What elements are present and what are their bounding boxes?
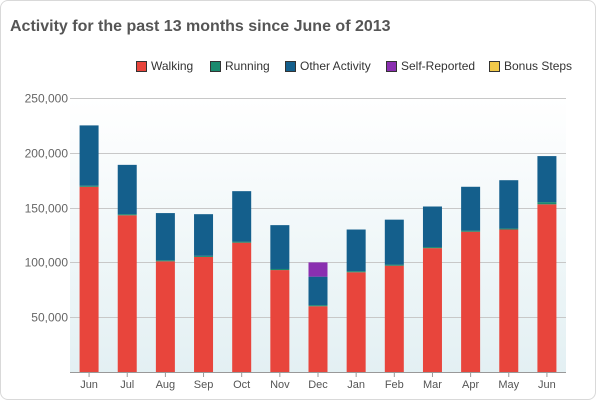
legend-item-bonus-steps[interactable]: Bonus Steps: [489, 57, 572, 75]
bar-segment-walking[interactable]: [384, 265, 404, 372]
legend-label-running: Running: [225, 59, 270, 73]
bar-segment-walking[interactable]: [117, 215, 137, 372]
legend-item-walking[interactable]: Walking: [136, 57, 193, 75]
x-tick-label: Oct: [233, 379, 250, 391]
x-tick-label: Sep: [194, 379, 214, 391]
bar-segment-running[interactable]: [79, 185, 99, 187]
bar-segment-walking[interactable]: [499, 229, 519, 372]
bar-segment-walking[interactable]: [537, 204, 557, 372]
legend-swatch-bonus-steps: [489, 60, 500, 72]
bars: [79, 125, 557, 372]
y-tick-label: 200,000: [25, 147, 69, 161]
x-tick-label: Aug: [156, 379, 176, 391]
y-axis: 50,000 100,000 150,000 200,000 250,000: [25, 92, 69, 325]
legend-swatch-walking: [136, 60, 147, 72]
x-tick-label: Apr: [462, 379, 479, 391]
bar-segment-running[interactable]: [461, 230, 481, 232]
bar-segment-walking[interactable]: [79, 186, 99, 372]
bar-segment-walking[interactable]: [194, 256, 214, 372]
bar-segment-running[interactable]: [155, 260, 175, 262]
x-tick-label: Jan: [347, 379, 365, 391]
bar-segment-other-activity[interactable]: [79, 125, 99, 186]
x-tick-label: Jun: [80, 379, 98, 391]
bar-segment-running[interactable]: [537, 202, 557, 205]
bar-segment-running[interactable]: [346, 271, 366, 273]
bar-segment-walking[interactable]: [270, 270, 290, 372]
legend-item-running[interactable]: Running: [210, 57, 270, 75]
y-tick-label: 100,000: [25, 256, 69, 270]
bar-segment-running[interactable]: [384, 264, 404, 266]
y-tick-label: 50,000: [31, 311, 68, 325]
bar-segment-other-activity[interactable]: [194, 214, 214, 256]
legend-item-other-activity[interactable]: Other Activity: [285, 57, 371, 75]
x-tick-label: Jun: [538, 379, 556, 391]
legend-swatch-self-reported: [386, 60, 397, 72]
bar-segment-other-activity[interactable]: [499, 180, 519, 229]
bar-segment-running[interactable]: [232, 241, 252, 243]
x-tick-label: Nov: [270, 379, 290, 391]
legend-swatch-other-activity: [285, 60, 296, 72]
bar-segment-walking[interactable]: [422, 248, 442, 372]
legend-label-walking: Walking: [151, 59, 194, 73]
bar-segment-running[interactable]: [117, 214, 137, 216]
x-tick-label: May: [498, 379, 519, 391]
bar-segment-other-activity[interactable]: [117, 164, 137, 215]
bar-segment-other-activity[interactable]: [461, 186, 481, 231]
bar-segment-running[interactable]: [499, 228, 519, 230]
x-tick-label: Dec: [308, 379, 328, 391]
bar-segment-walking[interactable]: [461, 231, 481, 372]
bar-segment-other-activity[interactable]: [155, 213, 175, 261]
chart-legend: Walking Running Other Activity Self-Repo…: [1, 57, 595, 75]
legend-item-self-reported[interactable]: Self-Reported: [386, 57, 475, 75]
bar-segment-running[interactable]: [270, 268, 290, 271]
x-tick-label: Mar: [423, 379, 442, 391]
bar-segment-other-activity[interactable]: [308, 276, 328, 306]
x-tick-label: Feb: [385, 379, 404, 391]
legend-label-self-reported: Self-Reported: [401, 59, 476, 73]
bar-segment-walking[interactable]: [232, 242, 252, 372]
chart-title: Activity for the past 13 months since Ju…: [10, 18, 391, 35]
bar-segment-other-activity[interactable]: [422, 206, 442, 248]
y-tick-label: 250,000: [25, 92, 69, 106]
bar-segment-running[interactable]: [194, 255, 214, 257]
bar-segment-other-activity[interactable]: [537, 156, 557, 203]
bar-segment-other-activity[interactable]: [270, 225, 290, 269]
bar-segment-walking[interactable]: [346, 272, 366, 372]
legend-swatch-running: [210, 60, 221, 72]
bar-segment-other-activity[interactable]: [232, 191, 252, 242]
bar-segment-self-reported[interactable]: [308, 262, 328, 277]
bar-segment-other-activity[interactable]: [384, 219, 404, 265]
x-axis: Jun Jul Aug Sep Oct Nov Dec Jan Feb Mar Apr May Jun: [70, 372, 566, 391]
bar-segment-walking[interactable]: [308, 306, 328, 372]
bar-segment-running[interactable]: [422, 247, 442, 249]
y-tick-label: 150,000: [25, 202, 69, 216]
bar-segment-walking[interactable]: [155, 261, 175, 372]
legend-label-other-activity: Other Activity: [300, 59, 371, 73]
bar-segment-other-activity[interactable]: [346, 229, 366, 272]
bar-segment-running[interactable]: [308, 305, 328, 307]
x-tick-label: Jul: [120, 379, 134, 391]
legend-label-bonus-steps: Bonus Steps: [504, 59, 573, 73]
